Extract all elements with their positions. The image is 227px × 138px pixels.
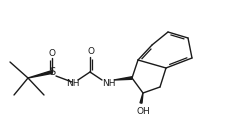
Text: NH: NH bbox=[102, 79, 116, 87]
Text: NH: NH bbox=[66, 79, 80, 87]
Polygon shape bbox=[140, 93, 143, 103]
Text: S: S bbox=[49, 67, 55, 77]
Polygon shape bbox=[28, 71, 52, 78]
Text: O: O bbox=[87, 47, 94, 56]
Text: OH: OH bbox=[136, 108, 150, 116]
Polygon shape bbox=[114, 77, 132, 80]
Text: O: O bbox=[49, 48, 55, 58]
